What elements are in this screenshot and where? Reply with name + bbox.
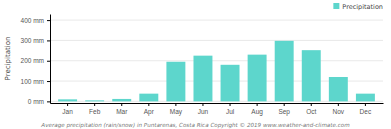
x-tick: Nov	[333, 103, 345, 115]
bar	[166, 62, 185, 102]
x-tick-mark	[121, 103, 122, 106]
legend-item: Precipitation	[333, 3, 383, 11]
x-tick-label: May	[170, 108, 183, 116]
x-tick-mark	[148, 103, 149, 106]
x-tick: Apr	[144, 103, 155, 116]
x-tick-label: Oct	[306, 108, 316, 115]
plot: 0 mm 100 mm 200 mm 300 mm 400 mm Jan Feb Mar Apr…	[21, 15, 384, 116]
chart: 0 mm 100 mm 200 mm 300 mm 400 mm Jan Feb Mar Apr…	[0, 0, 391, 129]
x-tick-label: Nov	[333, 108, 345, 115]
y-tick-mark	[47, 81, 50, 82]
y-tick: 300 mm	[21, 37, 50, 44]
y-tick-mark	[47, 40, 50, 41]
x-tick-mark	[67, 103, 68, 106]
legend: Precipitation	[333, 3, 383, 11]
x-tick-mark	[365, 103, 366, 106]
x-tick: May	[170, 103, 183, 116]
y-tick-mark	[47, 101, 50, 102]
bar	[302, 50, 321, 101]
x-tick: Jun	[198, 103, 209, 115]
x-tick: Sep	[278, 103, 290, 116]
grid-line	[50, 40, 383, 41]
y-tick-mark	[47, 20, 50, 21]
x-tick: Dec	[360, 103, 372, 115]
x-tick-mark	[284, 103, 285, 106]
x-tick-mark	[311, 103, 312, 106]
x-tick-label: Jun	[198, 108, 209, 115]
y-tick-label: 100 mm	[21, 78, 44, 85]
x-tick: Mar	[116, 103, 128, 115]
y-axis: 0 mm 100 mm 200 mm 300 mm 400 mm	[21, 15, 51, 105]
bar	[85, 100, 104, 101]
x-tick: Oct	[306, 103, 316, 115]
x-tick: Feb	[89, 103, 101, 115]
x-tick-mark	[338, 103, 339, 106]
x-tick-label: Aug	[251, 108, 263, 116]
bar	[356, 94, 375, 102]
y-label: Precipitation	[4, 37, 12, 81]
grid-line	[50, 60, 383, 61]
y-tick-label: 300 mm	[21, 37, 44, 44]
x-tick-label: Dec	[360, 108, 372, 115]
bar	[221, 65, 240, 102]
x-tick-label: Sep	[278, 108, 290, 116]
x-tick-label: Apr	[144, 108, 155, 116]
x-tick-label: Jul	[226, 108, 235, 115]
x-label: Average precipitation (rain/snow) in Pun…	[40, 122, 350, 129]
x-tick-mark	[257, 103, 258, 106]
grid	[50, 20, 383, 101]
x-axis: Jan Feb Mar Apr May Jun Jul Aug Sep Oct Nov Dec	[51, 103, 384, 116]
y-tick-label: 400 mm	[21, 17, 44, 24]
bar	[112, 99, 131, 101]
x-tick-label: Jan	[62, 108, 73, 115]
y-tick-mark	[47, 61, 50, 62]
x-tick: Aug	[251, 103, 263, 116]
y-tick-label: 200 mm	[21, 57, 44, 64]
x-tick: Jul	[226, 103, 235, 115]
bar	[58, 99, 77, 101]
y-tick: 400 mm	[21, 17, 50, 24]
legend-swatch	[333, 3, 339, 9]
x-tick-mark	[230, 103, 231, 106]
x-tick: Jan	[62, 103, 73, 115]
y-tick: 100 mm	[21, 78, 50, 85]
grid-line	[50, 20, 383, 21]
bar	[193, 56, 212, 102]
x-tick-label: Mar	[116, 108, 128, 115]
bar	[139, 94, 158, 102]
bar	[275, 41, 294, 102]
y-axis-line	[50, 15, 51, 104]
y-tick: 0 mm	[28, 98, 50, 105]
x-tick-mark	[202, 103, 203, 106]
x-tick-mark	[94, 103, 95, 106]
y-tick-label: 0 mm	[28, 98, 44, 105]
x-tick-label: Feb	[89, 108, 101, 115]
bar	[329, 77, 348, 101]
x-axis-line	[51, 103, 384, 104]
y-tick: 200 mm	[21, 57, 50, 64]
x-tick-mark	[175, 103, 176, 106]
bar	[248, 55, 267, 102]
legend-label: Precipitation	[342, 3, 383, 11]
bars	[58, 41, 375, 102]
